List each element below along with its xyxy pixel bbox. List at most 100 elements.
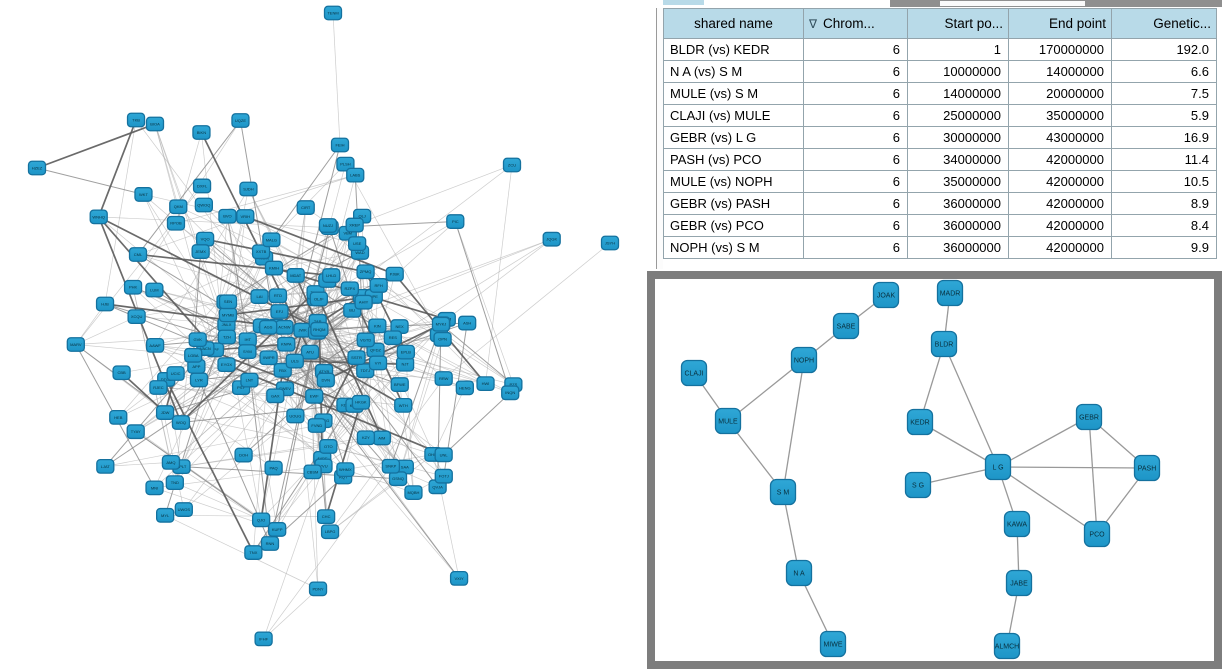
network-node[interactable]: KNPA (277, 336, 296, 352)
network-node[interactable]: WNHQ (89, 209, 108, 225)
network-node[interactable]: LUM (145, 282, 164, 298)
table-cell[interactable]: 36000000 (907, 236, 1009, 259)
table-cell[interactable]: 6 (803, 236, 908, 259)
scrollbar-track[interactable] (940, 1, 1085, 6)
table-row[interactable]: CLAJI (vs) MULE 6 25000000 35000000 5.9 (663, 104, 1217, 127)
network-node[interactable]: PDNY (308, 581, 328, 597)
network-node[interactable]: EFJ (270, 304, 289, 319)
table-cell[interactable]: 14000000 (907, 82, 1009, 105)
network-node[interactable]: CBSM (303, 464, 322, 480)
network-node[interactable]: HKGK (351, 394, 371, 410)
column-header-shared-name[interactable]: shared name (663, 8, 804, 39)
table-cell[interactable]: 6 (803, 38, 908, 61)
network-node[interactable]: PHK (123, 279, 143, 295)
network-node[interactable]: EPLB (396, 344, 415, 360)
network-edge[interactable] (782, 359, 805, 493)
network-edge[interactable] (997, 466, 1148, 469)
network-node[interactable]: NJT (395, 356, 415, 372)
network-node[interactable]: LYR (189, 372, 209, 388)
network-node[interactable]: RFH (369, 278, 388, 293)
network-node[interactable]: CIRT (296, 200, 315, 215)
table-cell[interactable]: NOPH (vs) S M (663, 236, 804, 259)
network-node[interactable]: LNT (240, 372, 259, 388)
table-cell[interactable]: 6 (803, 192, 908, 215)
network-node[interactable]: JQGK (542, 231, 561, 247)
vertical-scrollbar[interactable] (656, 8, 663, 269)
network-node[interactable]: CML (128, 247, 148, 262)
table-cell[interactable]: 36000000 (907, 192, 1009, 215)
main-network-view[interactable]: TENM FEIH HZEZ BIOA JSYH ZCU VBM NEX NPF CBB JQGK B… (0, 0, 647, 669)
network-node[interactable]: MALG (262, 232, 281, 248)
table-cell[interactable]: 6.6 (1111, 60, 1217, 83)
network-node[interactable]: TENM (323, 5, 343, 21)
table-cell[interactable]: 6 (803, 82, 908, 105)
network-node[interactable]: CLAJI (680, 359, 708, 387)
network-node[interactable]: PASH (1133, 454, 1161, 482)
network-node[interactable]: N A (785, 559, 813, 587)
network-node[interactable]: DVN (316, 372, 335, 388)
network-node[interactable]: KAWA (1003, 510, 1031, 538)
network-node[interactable]: AHIY (354, 294, 373, 310)
table-cell[interactable]: 16.9 (1111, 126, 1217, 149)
network-node[interactable]: MNI (145, 480, 164, 496)
column-header-genetic[interactable]: Genetic... (1111, 8, 1217, 39)
network-node[interactable]: KZY (356, 430, 376, 446)
network-node[interactable]: LJAT (96, 458, 115, 474)
table-row[interactable]: N A (vs) S M 6 10000000 14000000 6.6 (663, 60, 1217, 83)
table-row[interactable]: PASH (vs) PCO 6 34000000 42000000 11.4 (663, 148, 1217, 171)
network-node[interactable]: RRW (434, 371, 453, 386)
network-node[interactable]: LHLD (322, 268, 341, 283)
network-node[interactable]: UQZE (231, 113, 250, 128)
network-node[interactable]: NUZJ (318, 218, 338, 233)
table-cell[interactable]: 20000000 (1008, 82, 1112, 105)
network-node[interactable]: AMQ (161, 454, 181, 470)
network-node[interactable]: CHC (316, 509, 336, 525)
network-node[interactable]: OTO (319, 439, 338, 454)
network-node[interactable]: GEBR (1075, 403, 1103, 431)
network-node[interactable]: BIOA (145, 116, 165, 132)
table-row[interactable]: MULE (vs) S M 6 14000000 20000000 7.5 (663, 82, 1217, 105)
network-node[interactable]: HZEZ (27, 160, 47, 176)
table-cell[interactable]: 42000000 (1008, 170, 1112, 193)
network-node[interactable]: USE (348, 236, 367, 252)
filtered-network-canvas[interactable]: JOAK MADR SABE BLDR NOPH CLAJI MULE KEDR GEBR L G… (655, 279, 1214, 661)
network-edge[interactable] (1088, 416, 1098, 535)
network-node[interactable]: VGTD (356, 332, 375, 348)
network-node[interactable]: L G (984, 453, 1012, 481)
network-node[interactable]: VXIY (449, 571, 469, 586)
network-node[interactable]: QKM (169, 199, 188, 215)
network-node[interactable]: JABE (1005, 569, 1033, 597)
table-cell[interactable]: MULE (vs) NOPH (663, 170, 804, 193)
table-cell[interactable]: 42000000 (1008, 148, 1112, 171)
network-node[interactable]: AAWF (145, 338, 165, 353)
network-edge[interactable] (727, 359, 805, 422)
network-node[interactable]: ASH (458, 315, 477, 331)
table-cell[interactable]: 10.5 (1111, 170, 1217, 193)
network-node[interactable]: RJEC (149, 380, 168, 395)
network-node[interactable]: XXTB (251, 244, 271, 260)
table-cell[interactable]: 42000000 (1008, 236, 1112, 259)
network-node[interactable]: DXFL (192, 178, 212, 194)
network-node[interactable]: MYKJ (431, 316, 451, 332)
network-node[interactable]: KIN (368, 318, 387, 334)
table-row[interactable]: NOPH (vs) S M 6 36000000 42000000 9.9 (663, 236, 1217, 259)
table-cell[interactable]: 8.4 (1111, 214, 1217, 237)
network-node[interactable]: JSYH (600, 235, 620, 251)
table-cell[interactable]: 42000000 (1008, 192, 1112, 215)
network-edge[interactable] (997, 466, 1098, 535)
table-cell[interactable]: 6 (803, 126, 908, 149)
network-node[interactable]: ACNW (275, 319, 294, 335)
network-node[interactable]: MQBH (404, 485, 423, 500)
network-node[interactable]: BLDR (930, 330, 958, 358)
table-cell[interactable]: 8.9 (1111, 192, 1217, 215)
network-node[interactable]: HEB (109, 410, 128, 425)
network-node[interactable]: KMIH (264, 260, 284, 276)
network-node[interactable]: MULE (714, 407, 742, 435)
network-node[interactable]: SNKP (381, 458, 401, 474)
network-edge[interactable] (943, 343, 999, 468)
network-node[interactable]: OPN (433, 331, 452, 347)
network-node[interactable]: WTH (394, 397, 413, 413)
filter-funnel-icon[interactable]: ∇ (809, 17, 818, 31)
table-cell[interactable]: 6 (803, 170, 908, 193)
network-node[interactable]: BFWE (390, 377, 409, 392)
